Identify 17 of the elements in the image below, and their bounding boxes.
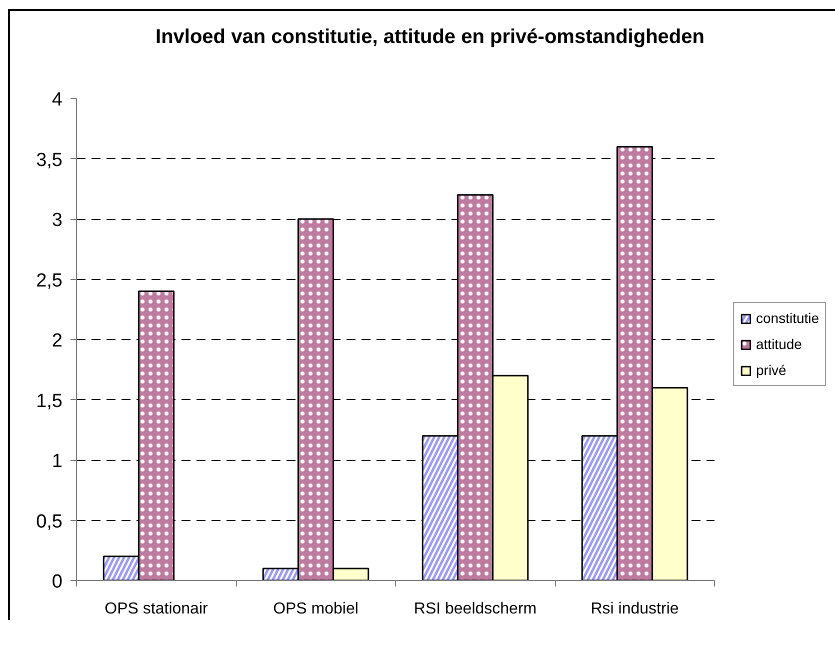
x-tick-label: RSI beeldscherm [414, 600, 537, 618]
y-tick-label: 2 [52, 330, 63, 352]
y-tick-label: 0,5 [36, 511, 63, 532]
x-tick-label: OPS stationair [104, 600, 208, 618]
y-tick-label: 4 [52, 90, 63, 110]
legend-label: attitude [756, 335, 802, 353]
x-tick-label: OPS mobiel [273, 600, 358, 618]
y-tick-label: 1 [52, 451, 63, 472]
y-tick-label: 3 [52, 210, 63, 231]
y-tick-label: 1,5 [36, 390, 63, 412]
y-tick-label: 0 [52, 572, 63, 592]
y-tick-label: 3,5 [36, 150, 63, 171]
y-tick-label: 2,5 [36, 270, 63, 292]
legend-label: privé [756, 361, 786, 379]
chart-title: Invloed van constitutie, attitude en privé-omstandigheden [156, 25, 704, 50]
legend-label: constitutie [756, 309, 820, 327]
x-tick-label: Rsi industrie [590, 600, 679, 618]
